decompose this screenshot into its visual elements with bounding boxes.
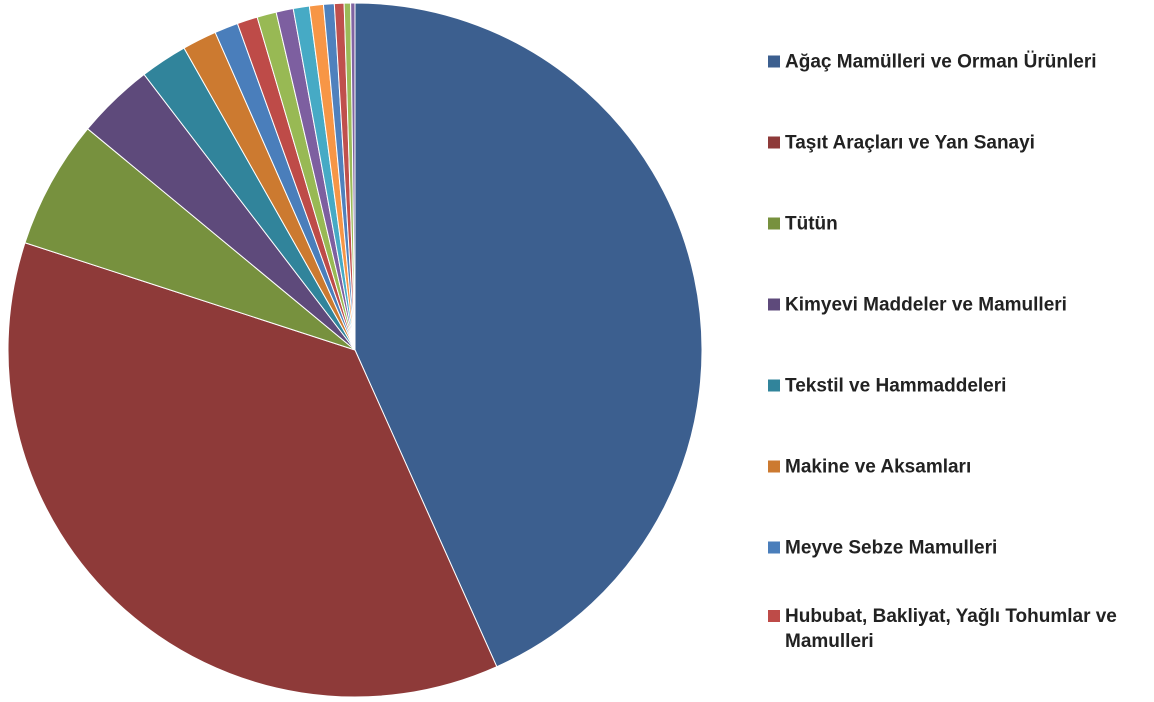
pie-slice: [350, 2, 356, 351]
legend-entry: Makine ve Aksamları: [768, 455, 1120, 480]
pie-chart: [7, 2, 703, 698]
legend-entry: Kimyevi Maddeler ve Mamulleri: [768, 293, 1120, 318]
legend-entry: Tütün: [768, 212, 1120, 237]
legend-label: Ağaç Mamülleri ve Orman Ürünleri: [785, 51, 1097, 73]
legend-entry: Meyve Sebze Mamulleri: [768, 536, 1120, 561]
pie-slice: [354, 2, 703, 668]
legend-entry: Hububat, Bakliyat, Yağlı Tohumlar ve Mam…: [768, 604, 1120, 654]
legend-swatch: [768, 136, 780, 149]
legend-entry: Taşıt Araçları ve Yan Sanayi: [768, 131, 1120, 156]
legend-swatch: [768, 298, 780, 311]
legend-entry: Tekstil ve Hammaddeleri: [768, 374, 1120, 399]
legend-swatch: [768, 610, 780, 622]
legend-label: Kimyevi Maddeler ve Mamulleri: [785, 294, 1067, 316]
legend-label: Meyve Sebze Mamulleri: [785, 537, 998, 559]
legend-label: Tütün: [785, 213, 838, 235]
legend-label: Taşıt Araçları ve Yan Sanayi: [785, 132, 1035, 154]
legend-label: Hububat, Bakliyat, Yağlı Tohumlar ve Mam…: [785, 606, 1117, 652]
legend-swatch: [768, 460, 780, 473]
pie-slice: [7, 242, 498, 698]
pie-slice: [24, 128, 356, 351]
legend-swatch: [768, 55, 780, 68]
legend-swatch: [768, 217, 780, 230]
legend-label: Tekstil ve Hammaddeleri: [785, 375, 1007, 397]
legend-swatch: [768, 541, 780, 554]
legend-swatch: [768, 379, 780, 392]
legend-label: Makine ve Aksamları: [785, 456, 972, 478]
legend-entry: Ağaç Mamülleri ve Orman Ürünleri: [768, 50, 1120, 75]
